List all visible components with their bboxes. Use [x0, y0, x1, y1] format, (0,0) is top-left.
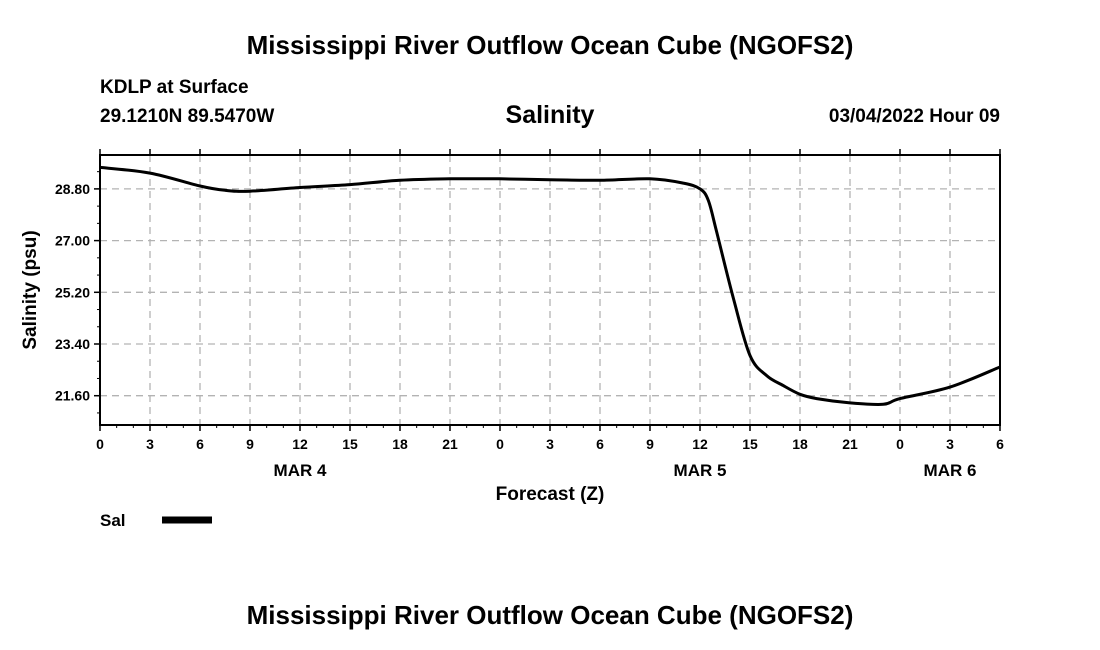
x-tick-label: 21 [842, 436, 858, 452]
legend-label: Sal [100, 511, 126, 530]
legend: Sal [100, 511, 212, 530]
plot-frame [99, 154, 1001, 426]
x-tick-label: 0 [496, 436, 504, 452]
y-tick-label: 25.20 [55, 284, 90, 300]
x-tick-label: 3 [946, 436, 954, 452]
x-tick-label: 15 [742, 436, 758, 452]
date-label: MAR 5 [674, 461, 727, 480]
chart-subtitle: Salinity [505, 101, 595, 129]
x-tick-label: 18 [792, 436, 808, 452]
y-axis-label: Salinity (psu) [20, 230, 41, 349]
x-tick-label: 6 [996, 436, 1004, 452]
y-tick-label: 23.40 [55, 336, 90, 352]
y-tick-label: 27.00 [55, 233, 90, 249]
x-tick-label: 12 [292, 436, 308, 452]
x-tick-label: 6 [596, 436, 604, 452]
y-tick-label: 21.60 [55, 388, 90, 404]
x-tick-label: 3 [546, 436, 554, 452]
date-label: MAR 4 [274, 461, 327, 480]
x-tick-label: 21 [442, 436, 458, 452]
grid-lines [100, 155, 1000, 425]
x-tick-label: 0 [96, 436, 104, 452]
x-tick-label: 12 [692, 436, 708, 452]
y-tick-label: 28.80 [55, 181, 90, 197]
x-tick-label: 3 [146, 436, 154, 452]
x-tick-label: 9 [646, 436, 654, 452]
date-label: MAR 6 [924, 461, 977, 480]
x-tick-label: 15 [342, 436, 358, 452]
x-tick-label: 9 [246, 436, 254, 452]
chart-title-bottom: Mississippi River Outflow Ocean Cube (NG… [246, 600, 854, 630]
x-tick-label: 0 [896, 436, 904, 452]
y-axis: 21.60 23.40 25.20 27.00 28.80 [55, 171, 100, 414]
station-label: KDLP at Surface [100, 77, 249, 98]
station-coordinates: 29.1210N 89.5470W [100, 106, 275, 127]
chart-title-top: Mississippi River Outflow Ocean Cube (NG… [246, 30, 854, 60]
x-tick-label: 18 [392, 436, 408, 452]
forecast-datetime: 03/04/2022 Hour 09 [828, 106, 1000, 127]
salinity-series-line [99, 165, 1001, 407]
x-tick-label: 6 [196, 436, 204, 452]
x-axis-label: Forecast (Z) [496, 484, 605, 505]
